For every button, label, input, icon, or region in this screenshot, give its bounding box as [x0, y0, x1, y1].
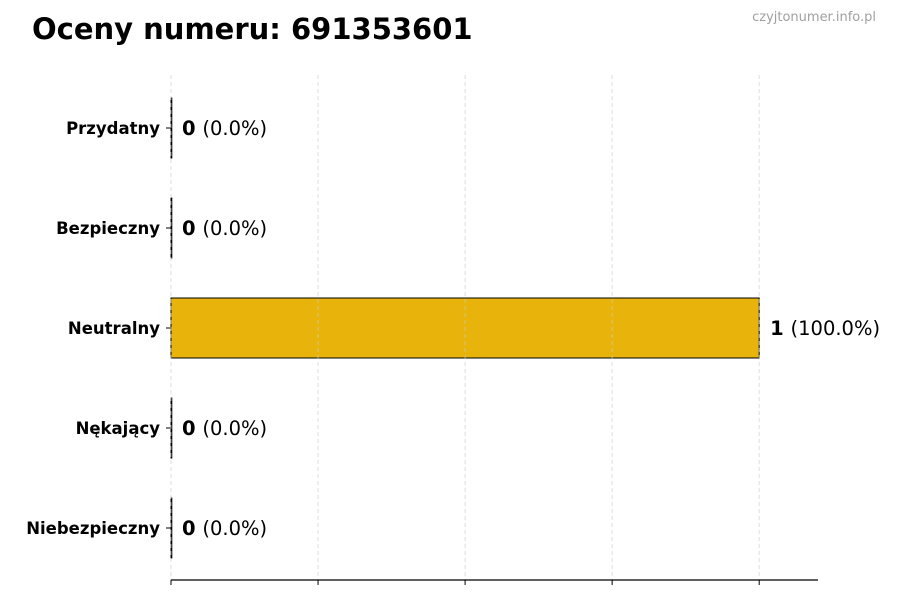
data-label-1: 0 (0.0%): [182, 217, 267, 240]
data-label-4: 0 (0.0%): [182, 517, 267, 540]
bar-4: [170, 497, 173, 559]
chart-title: Oceny numeru: 691353601: [32, 12, 473, 46]
y-tick-label-2: Neutralny: [68, 319, 160, 338]
bar-1: [170, 197, 173, 259]
data-label-2: 1 (100.0%): [770, 317, 880, 340]
y-tick-label-3: Nękający: [76, 419, 161, 438]
y-tick-label-1: Bezpieczny: [56, 219, 160, 238]
watermark: czyjtonumer.info.pl: [752, 10, 876, 25]
data-label-0: 0 (0.0%): [182, 117, 267, 140]
y-tick-label-4: Niebezpieczny: [26, 519, 160, 538]
y-tick-label-0: Przydatny: [66, 119, 160, 138]
data-label-3: 0 (0.0%): [182, 417, 267, 440]
